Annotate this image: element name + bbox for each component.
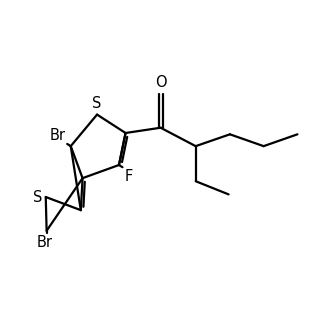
- Text: F: F: [124, 169, 132, 183]
- Text: S: S: [92, 96, 102, 111]
- Text: Br: Br: [50, 128, 65, 143]
- Text: O: O: [155, 75, 166, 90]
- Text: Br: Br: [36, 235, 52, 250]
- Text: S: S: [33, 189, 42, 205]
